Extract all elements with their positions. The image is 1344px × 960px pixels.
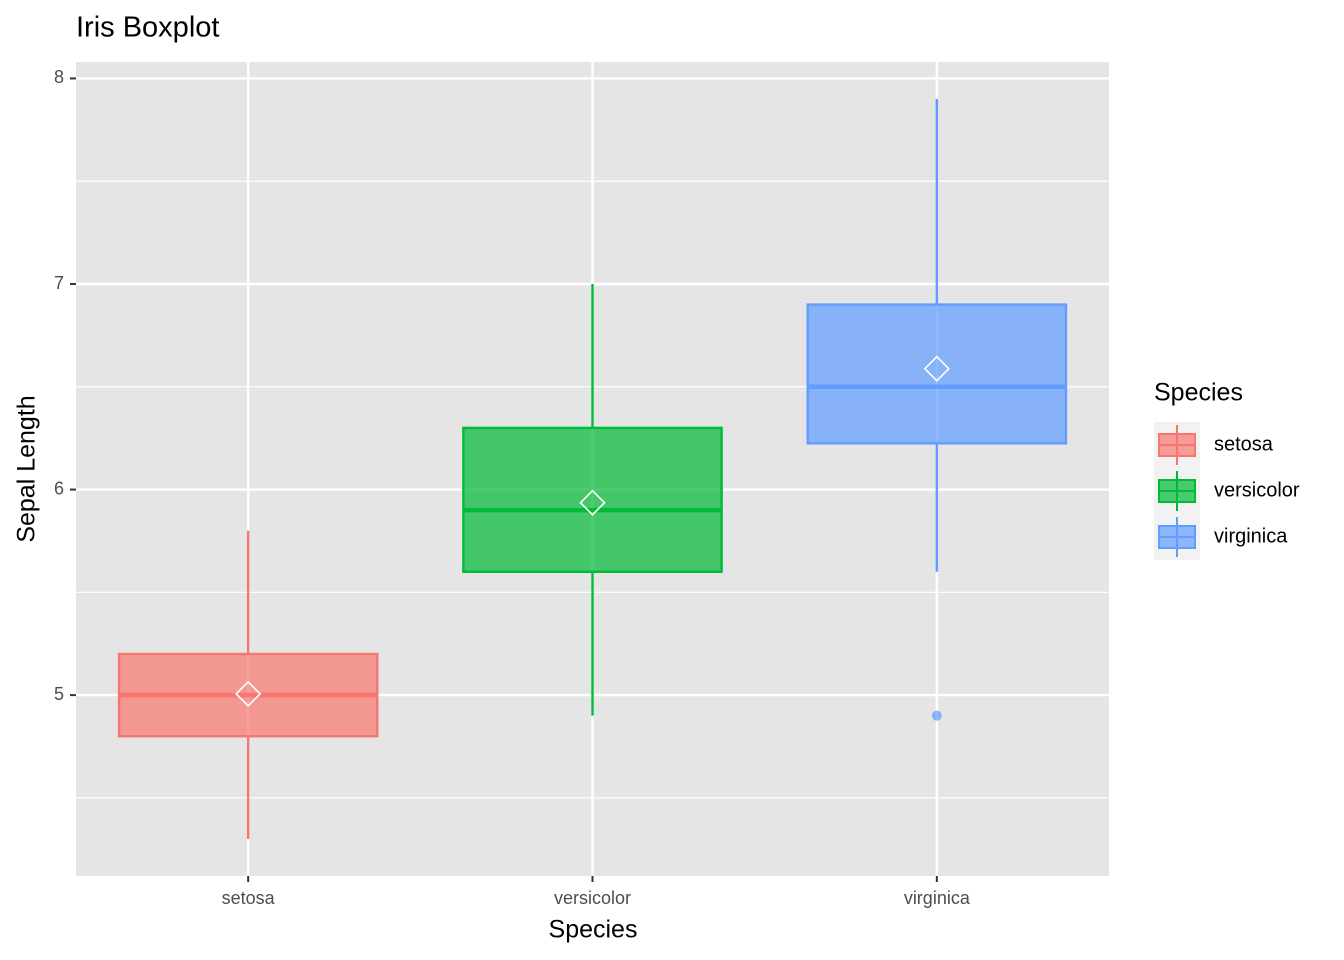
y-tick-label: 8 [54,67,64,87]
outlier [931,710,942,721]
y-tick-label: 7 [54,273,64,293]
marks [117,99,1068,839]
legend-label: setosa [1214,433,1274,455]
x-tick-label: setosa [222,888,276,908]
y-tick-label: 6 [54,478,64,498]
mean-marker [923,355,950,382]
x-tick-label: versicolor [554,888,631,908]
chart-title: Iris Boxplot [76,12,219,44]
box [806,303,1068,445]
legend-label: virginica [1214,525,1288,547]
mean-marker [235,680,262,708]
y-tick-label: 5 [54,684,64,704]
legend-label: versicolor [1214,479,1300,501]
x-axis-label: Species [549,916,638,944]
mean-marker [579,489,606,516]
box [462,426,723,573]
legend-title: Species [1154,379,1243,407]
y-axis-label: Sepal Length [13,395,41,542]
x-tick-label: virginica [904,888,971,908]
